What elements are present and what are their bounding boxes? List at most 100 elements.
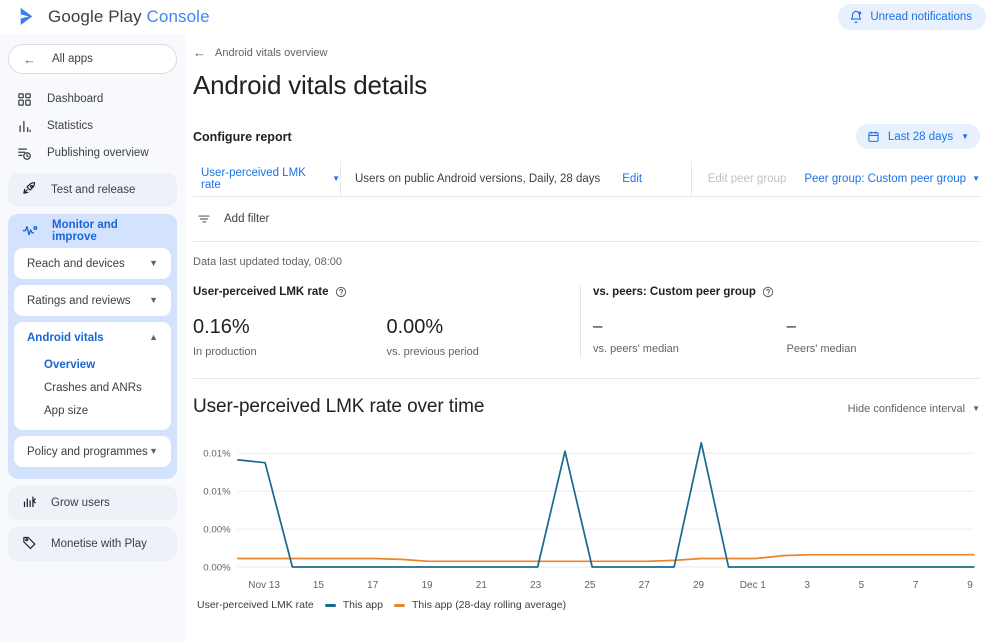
legend-label: This app [342, 599, 383, 611]
date-range-button[interactable]: Last 28 days ▼ [855, 124, 980, 149]
metric-card-stats: 0.16% In production 0.00% vs. previous p… [193, 316, 580, 358]
metric-cards: User-perceived LMK rate 0.16% In product… [193, 286, 980, 379]
legend-item-rolling-average[interactable]: This app (28-day rolling average) [394, 599, 566, 611]
help-circle-icon[interactable] [335, 286, 347, 298]
stat-value: 0.16% [193, 316, 250, 338]
sidebar-item-label: Statistics [47, 120, 94, 132]
sidebar-subgroup-header[interactable]: Ratings and reviews ▼ [14, 285, 171, 316]
x-axis-tick: 29 [692, 580, 705, 591]
sidebar-item-dashboard[interactable]: Dashboard [0, 86, 185, 112]
sidebar-subgroup-label: Ratings and reviews [27, 294, 131, 307]
chart-plot-area: 0.01% 0.01% 0.00% 0.00% [193, 431, 980, 579]
sidebar-subgroup-android-vitals[interactable]: Android vitals ▲ Overview Crashes and AN… [14, 322, 171, 430]
legend-item-this-app[interactable]: This app [324, 599, 383, 611]
stat-in-production: 0.16% In production [193, 316, 387, 358]
chart-x-axis: Nov 13 15 17 19 21 23 25 27 29 Dec 1 3 5 7 9 [237, 579, 972, 595]
all-apps-button[interactable]: ← All apps [8, 44, 177, 74]
metric-label: User-perceived LMK rate [201, 166, 306, 191]
metric-card-vs-peers: vs. peers: Custom peer group – vs. peers… [580, 286, 980, 358]
sidebar-group-monitor-and-improve: Monitor and improve Reach and devices ▼ … [8, 214, 177, 479]
publishing-clock-icon [16, 145, 33, 162]
sidebar-subgroup-reach-and-devices[interactable]: Reach and devices ▼ [14, 248, 171, 279]
sidebar-item-monetise-with-play[interactable]: Monetise with Play [8, 527, 177, 561]
unread-notifications-button[interactable]: Unread notifications [838, 4, 986, 30]
page-title: Android vitals details [193, 70, 428, 100]
sidebar-subgroup-header[interactable]: Policy and programmes ▼ [14, 436, 171, 467]
metric-selector[interactable]: User-perceived LMK rate ▼ [193, 161, 341, 196]
chevron-down-icon: ▼ [149, 446, 158, 456]
sidebar-group-grow-users[interactable]: Grow users [8, 486, 177, 520]
x-axis-tick: Dec 1 [739, 580, 766, 591]
sidebar-item-label: Overview [44, 358, 96, 371]
hide-confidence-interval-button[interactable]: Hide confidence interval ▼ [848, 403, 980, 415]
bell-icon [851, 10, 862, 24]
metric-card-title: User-perceived LMK rate [193, 286, 329, 298]
caret-down-icon: ▼ [972, 173, 980, 183]
metric-card-title: vs. peers: Custom peer group [593, 286, 756, 298]
legend-swatch [324, 603, 336, 607]
svg-text:0.01%: 0.01% [203, 449, 231, 460]
sidebar-item-test-and-release[interactable]: Test and release [8, 173, 177, 207]
chevron-up-icon: ▲ [149, 332, 158, 342]
x-axis-tick: 23 [530, 580, 542, 591]
sidebar-group-test-and-release[interactable]: Test and release [8, 173, 177, 207]
top-bar: Google Play Console Unread notifications [0, 0, 1000, 34]
stat-value: – [786, 316, 796, 335]
sidebar-item-label: Monitor and improve [52, 219, 118, 243]
brand[interactable]: Google Play Console [14, 6, 210, 28]
sidebar-item-crashes-and-anrs[interactable]: Crashes and ANRs [14, 376, 171, 399]
unread-notifications-label: Unread notifications [870, 11, 972, 23]
svg-text:0.00%: 0.00% [203, 563, 231, 574]
play-logo-icon [20, 8, 33, 25]
legend-label: This app (28-day rolling average) [412, 599, 567, 611]
date-range-label: Last 28 days [887, 130, 954, 143]
brand-console: Console [146, 7, 210, 26]
metric-card-header: vs. peers: Custom peer group [593, 286, 980, 298]
x-axis-tick: 27 [638, 580, 650, 591]
calendar-icon [868, 131, 879, 142]
sidebar-subgroup-ratings-and-reviews[interactable]: Ratings and reviews ▼ [14, 285, 171, 316]
chart-header: User-perceived LMK rate over time Hide c… [193, 396, 980, 418]
sidebar-group-monetise-with-play[interactable]: Monetise with Play [8, 527, 177, 561]
x-axis-tick: 3 [804, 580, 810, 591]
sidebar-subgroup-label: Reach and devices [27, 257, 125, 270]
sidebar-item-monitor-and-improve[interactable]: Monitor and improve [8, 214, 177, 248]
sidebar-item-label: Dashboard [47, 93, 104, 105]
sidebar-item-statistics[interactable]: Statistics [0, 113, 185, 139]
sidebar-item-publishing-overview[interactable]: Publishing overview [0, 140, 185, 166]
sidebar-item-overview[interactable]: Overview [14, 353, 171, 376]
metric-card-header: User-perceived LMK rate [193, 286, 580, 298]
sidebar-item-label: App size [44, 404, 89, 417]
line-chart: 0.01% 0.01% 0.00% 0.00% [203, 441, 975, 574]
x-axis-tick: 7 [912, 580, 919, 591]
breadcrumb[interactable]: ← Android vitals overview [193, 46, 980, 59]
dashboard-grid-icon [16, 91, 33, 108]
sidebar-subgroup-label: Policy and programmes [27, 445, 148, 458]
bar-chart-icon [16, 118, 33, 135]
sidebar-subgroup-policy-and-programmes[interactable]: Policy and programmes ▼ [14, 436, 171, 467]
peer-group-label: Peer group: Custom peer group [804, 172, 967, 185]
peer-group-selector[interactable]: Peer group: Custom peer group ▼ [804, 173, 980, 185]
hide-confidence-interval-label: Hide confidence interval [847, 403, 966, 415]
stat-label: vs. previous period [386, 346, 479, 358]
sidebar-item-app-size[interactable]: App size [14, 399, 171, 422]
sidebar-subgroup-header[interactable]: Android vitals ▲ [14, 322, 171, 353]
edit-peer-group-link[interactable]: Edit peer group [707, 172, 787, 185]
sidebar-item-label: Test and release [51, 184, 136, 196]
edit-dimensions-link[interactable]: Edit [622, 172, 643, 185]
x-axis-tick: 17 [367, 580, 379, 591]
add-filter-label: Add filter [224, 213, 270, 225]
grow-chart-icon [22, 494, 37, 512]
add-filter-button[interactable]: Add filter [193, 197, 980, 242]
chart-title: User-perceived LMK rate over time [193, 396, 485, 417]
stat-label: vs. peers' median [593, 342, 679, 355]
sidebar-item-grow-users[interactable]: Grow users [8, 486, 177, 520]
x-axis-tick: 21 [475, 580, 487, 591]
sidebar-item-label: Monetise with Play [51, 538, 147, 550]
back-arrow-icon: ← [23, 51, 36, 67]
data-updated-text: Data last updated today, 08:00 [193, 256, 343, 268]
all-apps-label: All apps [52, 53, 93, 65]
help-circle-icon[interactable] [762, 286, 774, 298]
sidebar-subgroup-header[interactable]: Reach and devices ▼ [14, 248, 171, 279]
